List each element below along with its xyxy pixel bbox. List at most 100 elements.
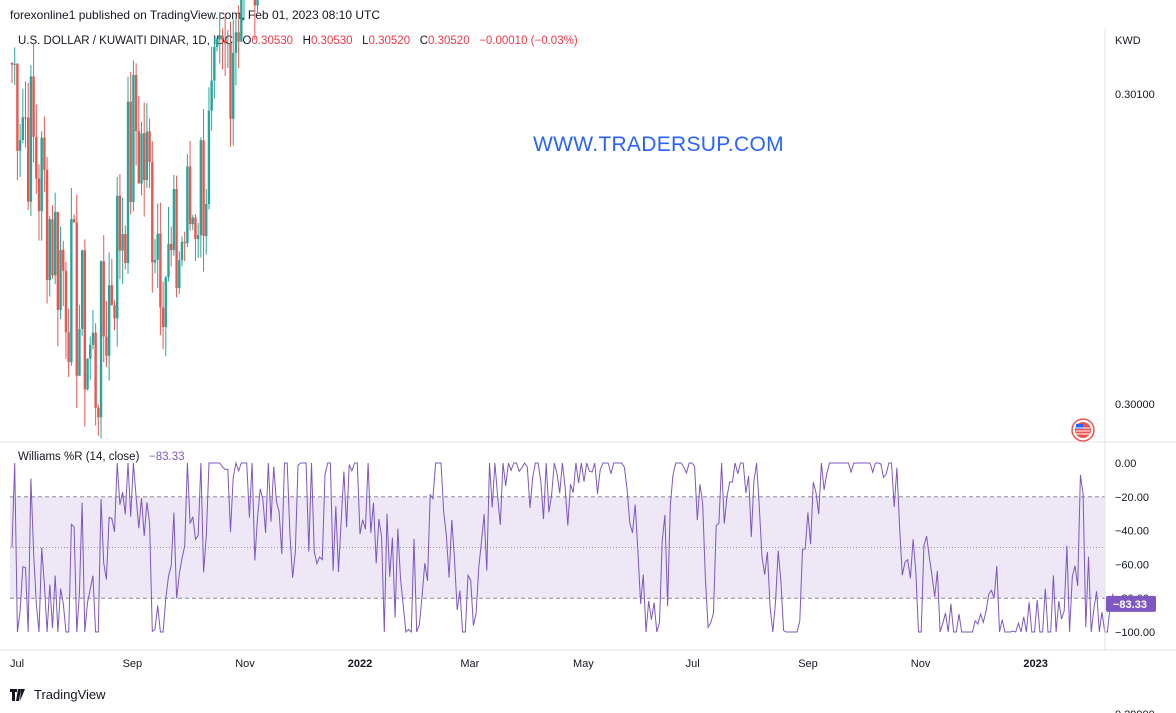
williams-r-tick-label: −20.00 [1115,492,1149,504]
time-tick-label: Jul [10,658,24,670]
candle-body [107,285,111,356]
footer-brand: TradingView [34,687,106,702]
candle-body [62,249,65,271]
candle-body [13,63,16,65]
candle-body [32,76,35,137]
candle-body [110,285,114,306]
candle-body [240,0,243,42]
candle-body [64,270,68,333]
candle-body [59,249,62,310]
candle-body [51,219,54,276]
price-tick-label: 0.30000 [1115,399,1155,411]
candle-body [207,110,211,204]
candle-body [83,250,87,390]
time-tick-label: Jul [686,658,700,670]
williams-r-tick-label: 0.00 [1115,458,1136,470]
candle-body [256,0,259,6]
williams-r-pane [10,461,1116,634]
candle-body [183,241,186,244]
candle-body [186,166,189,244]
candle-body [40,137,43,212]
candle-body [29,76,33,202]
time-tick-label: Sep [798,658,818,670]
candle-body [94,332,97,408]
high-label: H [302,35,311,47]
candle-body [167,243,170,278]
williams-r-title: Williams %R (14, close) [18,451,140,463]
candle-body [18,140,22,151]
price-tick-label: 0.30100 [1115,89,1155,101]
williams-r-tick-label: −100.00 [1115,627,1155,639]
change-value: −0.00010 (−0.03%) [479,35,578,47]
candle-body [199,140,203,236]
candle-body [221,35,224,41]
close-label: C [419,35,429,47]
candle-body [156,233,159,260]
candle-body [26,117,30,202]
candle-body [169,243,173,251]
candle-body [126,101,130,264]
candle-body [137,131,141,184]
candle-body [43,137,46,170]
time-tick-label: 2023 [1023,658,1047,670]
candle-body [140,133,143,184]
candle-body [99,261,103,418]
candle-body [175,189,178,289]
candle-body [148,131,151,162]
williams-r-value: −83.33 [149,451,185,463]
candle-body [21,117,24,141]
candle-body [116,195,119,319]
candle-body [229,43,232,119]
candle-body [97,407,100,418]
williams-r-tick-label: −60.00 [1115,559,1149,571]
candle-body [16,63,19,151]
high-value: 0.30530 [310,35,353,47]
price-pane [10,0,259,439]
time-tick-label: Nov [911,658,931,670]
candle-body [205,203,208,237]
symbol-name: U.S. DOLLAR / KUWAITI DINAR, 1D, IDC [18,35,233,47]
candle-body [105,336,108,356]
symbol-legend: U.S. DOLLAR / KUWAITI DINAR, 1D, IDC O 0.… [18,35,578,47]
low-value: 0.30520 [368,35,411,47]
candle-body [10,63,14,65]
williams-r-tick-label: −40.00 [1115,526,1149,538]
williams-r-line [11,461,1116,634]
candle-body [226,43,230,45]
candle-body [196,235,200,239]
time-tick-label: Mar [460,658,479,670]
candle-body [143,133,146,181]
candle-body [151,161,154,263]
candle-body [145,131,149,181]
candle-body [188,166,192,225]
currency-label: KWD [1115,35,1141,47]
candle-body [89,344,92,359]
time-tick-label: May [573,658,594,670]
candle-body [134,74,138,132]
candle-body [164,277,167,328]
open-label: O [242,35,252,47]
candle-body [124,233,127,264]
candle-body [159,233,162,308]
candle-body [80,250,84,330]
candle-body [161,307,165,328]
candle-body [37,178,41,212]
williams-r-badge-label: −83.33 [1113,599,1147,611]
candle-body [72,219,76,223]
candle-body [53,211,57,276]
us-flag-icon-canton [1076,424,1083,429]
candle-body [35,136,38,179]
candle-body [215,39,219,47]
time-tick-label: Nov [235,658,255,670]
candle-body [91,332,95,345]
candle-body [113,305,116,319]
candle-body [153,259,157,263]
time-tick-label: 2022 [348,658,372,670]
candle-body [172,189,176,251]
price-tick-label: 0.29900 [1115,709,1155,713]
candle-body [102,261,105,337]
candle-body [210,80,213,111]
candle-body [70,219,73,363]
